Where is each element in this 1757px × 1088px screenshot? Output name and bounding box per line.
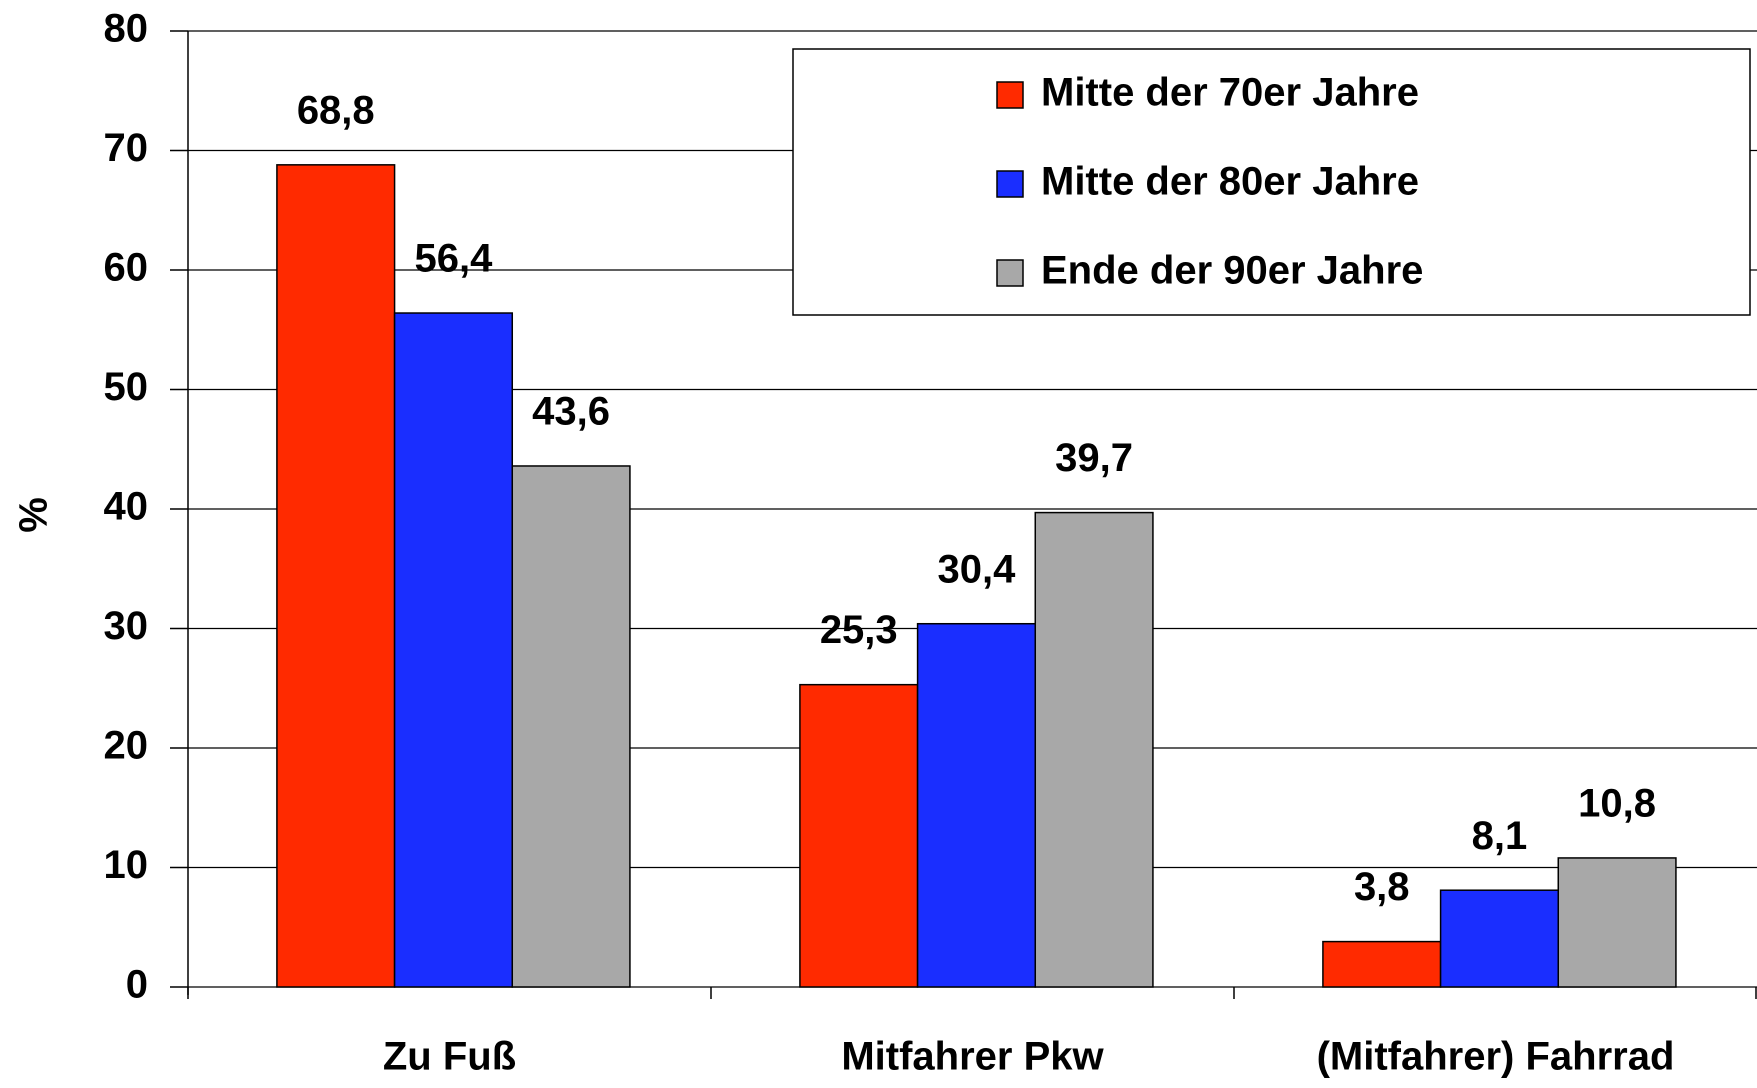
bar (276, 164, 396, 988)
bar (1322, 940, 1442, 988)
legend-swatch (996, 170, 1024, 198)
value-label: 39,7 (1055, 436, 1133, 480)
value-label: 56,4 (414, 237, 493, 281)
legend-label: Mitte der 80er Jahre (1041, 160, 1419, 204)
value-label: 25,3 (820, 608, 898, 652)
x-tick-label: (Mitfahrer) Fahrrad (1317, 1035, 1675, 1079)
bar (1034, 511, 1154, 988)
y-tick-label: 20 (104, 724, 149, 768)
value-label: 68,8 (297, 88, 375, 132)
y-axis-label: % (12, 497, 56, 533)
y-tick-label: 70 (104, 126, 149, 170)
legend-label: Mitte der 70er Jahre (1041, 71, 1419, 115)
value-label: 10,8 (1578, 782, 1656, 826)
y-tick-label: 30 (104, 604, 149, 648)
bar (511, 465, 631, 988)
bar (799, 683, 919, 988)
legend-swatch (996, 81, 1024, 109)
value-label: 30,4 (937, 547, 1016, 591)
y-tick-label: 50 (104, 365, 149, 409)
value-label: 8,1 (1472, 814, 1528, 858)
y-tick-label: 0 (126, 963, 148, 1007)
bar (1439, 889, 1560, 988)
legend-swatch (996, 259, 1024, 287)
y-tick-label: 80 (104, 7, 149, 51)
legend-box (792, 48, 1751, 316)
x-tick-label: Mitfahrer Pkw (841, 1035, 1104, 1079)
x-tick-label: Zu Fuß (383, 1035, 516, 1079)
bar (393, 312, 514, 988)
y-tick-label: 40 (104, 485, 149, 529)
value-label: 3,8 (1354, 865, 1410, 909)
bar (916, 622, 1037, 988)
bar (1557, 857, 1677, 988)
value-label: 43,6 (532, 390, 610, 434)
y-tick-label: 10 (104, 843, 149, 887)
y-tick-label: 60 (104, 246, 149, 290)
legend-label: Ende der 90er Jahre (1041, 249, 1423, 293)
